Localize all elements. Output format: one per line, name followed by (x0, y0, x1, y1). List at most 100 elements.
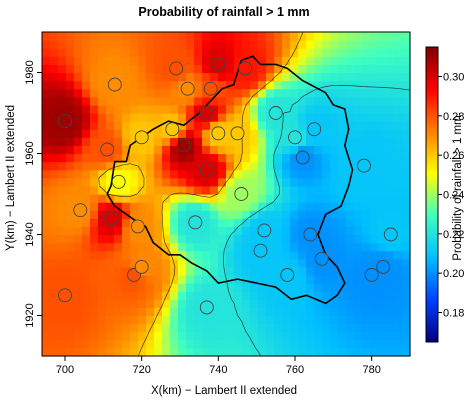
heatmap-cell (114, 104, 123, 114)
heatmap-cell (114, 307, 123, 317)
heatmap-cell (130, 104, 139, 114)
heatmap-cell (178, 234, 187, 244)
heatmap-cell (154, 169, 163, 179)
heatmap-cell (178, 315, 187, 325)
heatmap-cell (82, 129, 91, 138)
heatmap-cell (74, 161, 83, 171)
heatmap-cell (402, 258, 411, 268)
heatmap-cell (250, 347, 259, 357)
heatmap-cell (250, 40, 259, 49)
heatmap-cell (130, 56, 139, 65)
heatmap-cell (170, 88, 179, 98)
heatmap-cell (378, 307, 387, 317)
heatmap-cell (186, 161, 195, 171)
heatmap-cell (354, 153, 363, 163)
heatmap-cell (74, 283, 83, 292)
heatmap-cell (330, 194, 339, 203)
heatmap-cell (138, 323, 147, 333)
heatmap-cell (378, 169, 387, 179)
heatmap-cell (378, 194, 387, 203)
heatmap-cell (42, 161, 51, 171)
heatmap-cell (226, 40, 235, 49)
heatmap-cell (394, 210, 403, 219)
heatmap-cell (226, 331, 235, 341)
heatmap-cell (138, 299, 147, 308)
heatmap-cell (386, 64, 395, 74)
station-marker (134, 130, 149, 145)
heatmap-cell (218, 250, 227, 260)
heatmap-cell (402, 234, 411, 244)
heatmap-cell (146, 137, 155, 146)
heatmap-cell (186, 40, 195, 49)
heatmap-cell (122, 48, 131, 57)
heatmap-cell (306, 258, 315, 268)
heatmap-cell (50, 266, 59, 276)
heatmap-cell (314, 194, 323, 203)
heatmap-cell (178, 283, 187, 292)
heatmap-cell (106, 185, 115, 195)
heatmap-cell (82, 40, 91, 49)
heatmap-cell (378, 291, 387, 300)
heatmap-cell (82, 169, 91, 179)
heatmap-cell (58, 88, 67, 98)
heatmap-cell (82, 96, 91, 106)
heatmap-cell (250, 48, 259, 57)
station-marker (357, 158, 371, 173)
heatmap-cell (402, 226, 411, 236)
heatmap-cell (170, 331, 179, 341)
heatmap-cell (218, 104, 227, 114)
heatmap-cell (322, 177, 331, 187)
heatmap-cell (42, 299, 51, 308)
heatmap-cell (202, 242, 211, 252)
heatmap-cell (394, 283, 403, 292)
heatmap-cell (114, 283, 123, 292)
heatmap-cell (218, 275, 227, 284)
heatmap-cell (266, 185, 275, 195)
colorbar-tick-label: 0.28 (443, 111, 464, 123)
heatmap-cell (82, 113, 91, 122)
heatmap-cell (82, 250, 91, 260)
heatmap-cell (298, 88, 307, 98)
heatmap-cell (330, 250, 339, 260)
heatmap-cell (58, 234, 67, 244)
heatmap-cell (106, 129, 115, 138)
heatmap-cell (314, 331, 323, 341)
heatmap-cell (162, 88, 171, 98)
heatmap-cell (306, 331, 315, 341)
heatmap-cell (106, 266, 115, 276)
heatmap-cell (346, 194, 355, 203)
heatmap-cell (202, 145, 211, 155)
heatmap-cell (258, 64, 267, 74)
heatmap-cell (354, 80, 363, 90)
x-axis-label: X(km) − Lambert II extended (151, 385, 297, 397)
heatmap-cell (298, 145, 307, 155)
colorbar-tick-label: 0.30 (443, 72, 464, 84)
heatmap-cell (154, 48, 163, 57)
heatmap-cell (386, 202, 395, 211)
heatmap-cell (202, 137, 211, 146)
heatmap-cell (258, 299, 267, 308)
heatmap-cell (282, 137, 291, 146)
heatmap-cell (226, 226, 235, 236)
heatmap-cell (338, 145, 347, 155)
heatmap-cell (346, 153, 355, 163)
heatmap-cell (210, 40, 219, 49)
heatmap-cell (82, 177, 91, 187)
heatmap-cell (114, 32, 123, 41)
rain-gauge-stations (58, 57, 398, 315)
heatmap-cell (274, 339, 283, 349)
heatmap-cell (50, 177, 59, 187)
heatmap-cell (226, 121, 235, 130)
heatmap-cell (210, 323, 219, 333)
heatmap-cell (98, 202, 107, 211)
heatmap-cell (122, 194, 131, 203)
heatmap-cell (154, 56, 163, 65)
heatmap-cell (362, 299, 371, 308)
heatmap-cell (194, 258, 203, 268)
heatmap-cell (106, 153, 115, 163)
heatmap-cell (106, 56, 115, 65)
heatmap-cell (322, 121, 331, 130)
heatmap-cell (146, 323, 155, 333)
heatmap-cell (394, 177, 403, 187)
heatmap-cell (346, 331, 355, 341)
